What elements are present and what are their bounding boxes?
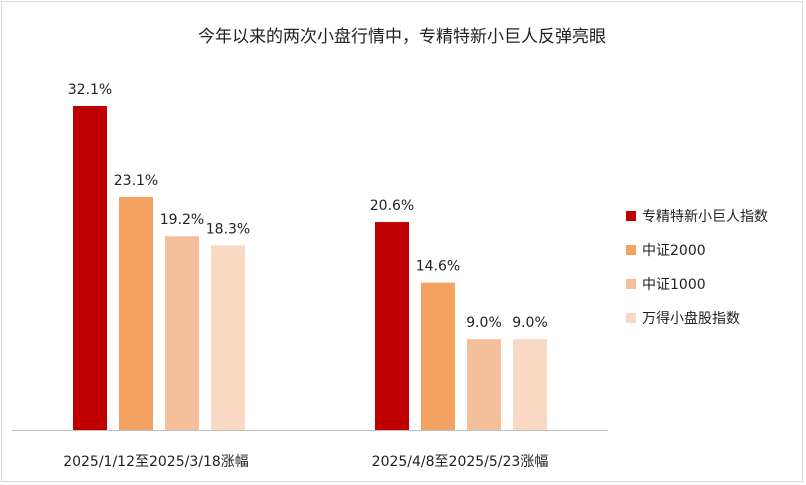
data-label-4-2: 9.0% bbox=[512, 315, 548, 331]
bar-2-1 bbox=[119, 196, 153, 430]
data-label-2-1: 23.1% bbox=[114, 173, 158, 189]
legend-swatch-3 bbox=[626, 279, 636, 289]
data-label-4-1: 18.3% bbox=[206, 221, 250, 237]
legend-swatch-2 bbox=[626, 245, 636, 255]
legend-swatch-4 bbox=[626, 313, 636, 323]
category-label-1: 2025/1/12至2025/3/18涨幅 bbox=[63, 454, 249, 470]
data-label-1-1: 32.1% bbox=[68, 82, 112, 98]
data-label-2-2: 14.6% bbox=[416, 259, 460, 275]
bar-1-2 bbox=[375, 222, 409, 430]
bar-2-2 bbox=[421, 282, 455, 430]
category-label-2: 2025/4/8至2025/5/23涨幅 bbox=[372, 454, 549, 470]
bar-3-1 bbox=[165, 236, 199, 430]
bar-4-1 bbox=[211, 245, 245, 430]
legend-label-2: 中证2000 bbox=[642, 243, 706, 259]
bar-4-2 bbox=[513, 339, 547, 430]
data-label-3-1: 19.2% bbox=[160, 212, 204, 228]
legend-label-1: 专精特新小巨人指数 bbox=[642, 209, 768, 225]
legend-label-3: 中证1000 bbox=[642, 277, 706, 293]
plot-area: 32.1% 23.1% 19.2%18.3% 2025/1/12至2025/3/18涨… bbox=[12, 82, 608, 470]
chart-title: 今年以来的两次小盘行情中，专精特新小巨人反弹亮眼 bbox=[198, 27, 606, 47]
legend-swatch-1 bbox=[626, 211, 636, 221]
legend-label-4: 万得小盘股指数 bbox=[642, 310, 740, 327]
data-label-1-2: 20.6% bbox=[370, 198, 414, 214]
bar-1-1 bbox=[73, 106, 107, 430]
bar-3-2 bbox=[467, 339, 501, 430]
data-label-3-2: 9.0% bbox=[466, 315, 502, 331]
